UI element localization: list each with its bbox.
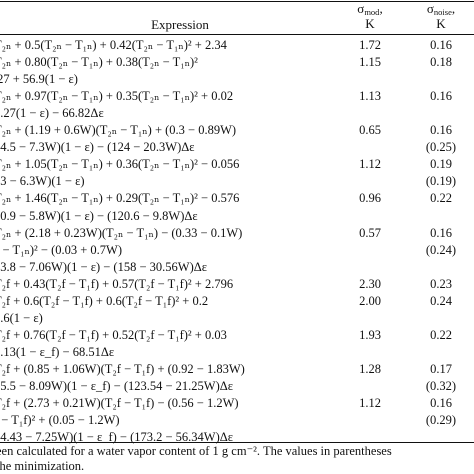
sigma-mod-cell: 0.57 — [359, 225, 381, 240]
expression-cell: T₂ₙ + 0.80(T₂ₙ − T₁ₙ) + 0.38(T₂ₙ − T₁ₙ)² — [0, 55, 198, 70]
sigma-noise-cell: (0.25) — [425, 140, 457, 155]
expression-cell: 55.5 − 8.09W)(1 − ε_f) − (123.54 − 21.25… — [0, 379, 234, 393]
sigma-mod-cell: 0.96 — [359, 191, 381, 206]
sigma-mod-cell: 1.13 — [359, 89, 381, 104]
sigma-noise-cell: 0.16 — [430, 123, 452, 138]
sigma-noise-cell: 0.19 — [430, 157, 452, 172]
expression-cell: 73 − 6.3W)(1 − ε) — [0, 174, 85, 189]
sigma-mod-cell: 1.72 — [359, 38, 381, 52]
sigma-mod-cell: 2.00 — [359, 293, 381, 308]
expression-cell: .27 + 56.9(1 − ε) — [0, 72, 78, 87]
sigma-noise-cell: (0.32) — [425, 379, 457, 393]
sigma-noise-cell: 0.17 — [430, 361, 452, 376]
sigma-mod-cell: 1.12 — [359, 157, 381, 172]
sigma-mod-cell: 0.65 — [359, 123, 381, 138]
expression-cell: ₙ − T₁ₙ)² − (0.03 + 0.7W) — [0, 242, 123, 257]
sigma-mod-subscript: mod — [364, 7, 380, 17]
sigma-mod-symbol: σ — [357, 1, 365, 16]
expression-cell: 6.13(1 − ε_f) − 68.51Δε — [0, 344, 115, 359]
expression-cell: 53.8 − 7.06W)(1 − ε) − (158 − 30.56W)Δε — [0, 259, 208, 274]
expression-cell: T₂ₙ + 1.05(T₂ₙ − T₁ₙ) + 0.36(T₂ₙ − T₁ₙ)²… — [0, 157, 240, 172]
footnote-line-1: een calculated for a water vapor content… — [0, 444, 392, 458]
expression-cell: 6.27(1 − ε) − 66.82Δε — [0, 106, 104, 121]
expression-cell: T₂ₙ + (2.18 + 0.23W)(T₂ₙ − T₁ₙ) − (0.33 … — [0, 225, 243, 240]
expression-cell: T₂f + 0.43(T₂f − T₁f) + 0.57(T₂f − T₁f)²… — [0, 276, 234, 291]
sigma-noise-header: σnoise, K — [426, 1, 456, 31]
expression-cell: 54.43 − 7.25W)(1 − ε_f) − (173.2 − 56.34… — [0, 430, 234, 445]
sigma-noise-cell: 0.23 — [430, 276, 452, 291]
expression-cell: 54.5 − 7.3W)(1 − ε) − (124 − 20.3W)Δε — [0, 140, 195, 155]
footnote-line-2: the minimization. — [0, 459, 85, 473]
expression-cell: T₂f + 0.6(T₂f − T₁f) + 0.6(T₂f − T₁f)² +… — [0, 293, 209, 308]
header-rule — [0, 34, 474, 35]
sigma-noise-cell: 0.22 — [430, 191, 452, 206]
expression-cell: 5.6(1 − ε) — [0, 310, 43, 325]
sigma-mod-unit: K — [365, 16, 375, 31]
expression-cell: f − T₁f)² + (0.05 − 1.2W) — [0, 413, 120, 428]
expression-cell: T₂f + 0.76(T₂f − T₁f) + 0.52(T₂f − T₁f)²… — [0, 327, 227, 342]
expression-cell: T₂ₙ + 0.5(T₂ₙ − T₁ₙ) + 0.42(T₂ₙ − T₁ₙ)² … — [0, 38, 227, 52]
sigma-mod-cell: 1.28 — [359, 361, 381, 376]
sigma-noise-cell: 0.16 — [430, 396, 452, 411]
sigma-noise-cell: 0.16 — [430, 89, 452, 104]
expression-cell: T₂ₙ + 0.97(T₂ₙ − T₁ₙ) + 0.35(T₂ₙ − T₁ₙ)²… — [0, 89, 234, 104]
sigma-mod-cell: 1.93 — [359, 327, 381, 342]
sigma-noise-cell: (0.29) — [425, 413, 457, 428]
bottom-rule — [0, 442, 474, 443]
sigma-noise-symbol: σ — [426, 1, 434, 16]
sigma-noise-cell: 0.22 — [430, 327, 452, 342]
expression-header: Expression — [151, 17, 209, 32]
expression-cell: T₂f + (2.73 + 0.21W)(T₂f − T₁f) − (0.56 … — [0, 396, 239, 411]
sigma-noise-cell: 0.24 — [430, 293, 452, 308]
sigma-mod-cell: 2.30 — [359, 276, 381, 291]
expression-cell: 50.9 − 5.8W)(1 − ε) − (120.6 − 9.8W)Δε — [0, 208, 198, 223]
sigma-mod-header: σmod, K — [357, 1, 383, 31]
sigma-noise-cell: (0.19) — [425, 174, 457, 189]
sigma-noise-subscript: noise — [433, 7, 452, 17]
expression-cell: T₂ₙ + 1.46(T₂ₙ − T₁ₙ) + 0.29(T₂ₙ − T₁ₙ)²… — [0, 191, 240, 206]
sigma-mod-cell: 1.15 — [359, 55, 381, 70]
expression-cell: T₂f + (0.85 + 1.06W)(T₂f − T₁f) + (0.92 … — [0, 361, 245, 376]
top-rule — [0, 1, 474, 2]
sigma-noise-cell: 0.16 — [430, 38, 452, 52]
sigma-noise-cell: (0.24) — [425, 242, 457, 257]
sigma-noise-cell: 0.18 — [430, 55, 452, 70]
expression-cell: T₂ₙ + (1.19 + 0.6W)(T₂ₙ − T₁ₙ) + (0.3 − … — [0, 123, 237, 138]
sigma-noise-cell: 0.16 — [430, 225, 452, 240]
sigma-noise-unit: K — [436, 16, 446, 31]
sigma-mod-cell: 1.12 — [359, 396, 381, 411]
